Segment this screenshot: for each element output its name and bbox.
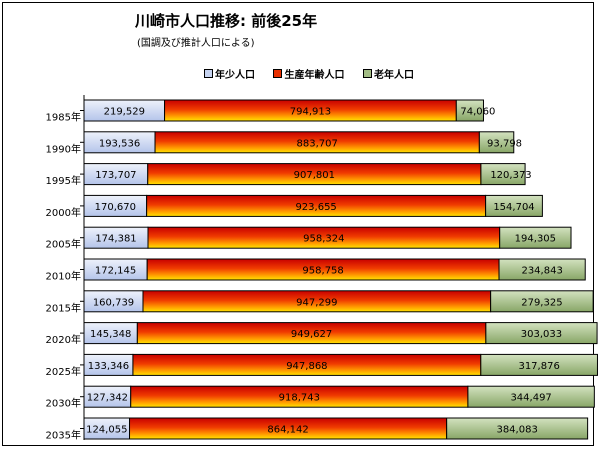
label-working-age: 864,142 <box>267 425 308 436</box>
label-elderly: 194,305 <box>515 234 556 245</box>
label-elderly: 384,083 <box>496 425 537 436</box>
label-elderly: 120,373 <box>490 170 531 181</box>
label-youth: 145,348 <box>90 329 131 340</box>
label-elderly: 303,033 <box>521 329 562 340</box>
y-tick-label: 2015年 <box>46 301 81 314</box>
label-youth: 160,739 <box>93 297 134 308</box>
y-tick-label: 1985年 <box>46 111 81 124</box>
label-elderly: 317,876 <box>518 361 559 372</box>
label-working-age: 949,627 <box>291 329 332 340</box>
bar-elderly <box>490 290 594 313</box>
legend-swatch-elderly <box>362 69 372 78</box>
bar-elderly <box>485 194 543 217</box>
y-tick-label: 2000年 <box>46 206 81 219</box>
legend-item-youth: 年少人口 <box>204 66 255 81</box>
bar-elderly <box>480 353 598 376</box>
label-elderly: 234,843 <box>521 266 562 277</box>
label-working-age: 883,707 <box>297 138 338 149</box>
label-youth: 219,529 <box>104 107 145 118</box>
label-elderly: 93,798 <box>487 138 522 149</box>
legend-label-elderly: 老年人口 <box>373 70 414 81</box>
chart-subtitle: (国調及び推計人口による) <box>137 38 255 49</box>
label-working-age: 947,299 <box>296 297 337 308</box>
bar-elderly <box>499 226 572 249</box>
y-tick-label: 2025年 <box>46 365 81 378</box>
label-youth: 172,145 <box>95 266 136 277</box>
label-working-age: 947,868 <box>286 361 327 372</box>
label-youth: 127,342 <box>87 393 128 404</box>
bar-elderly <box>455 99 484 122</box>
label-working-age: 794,913 <box>290 107 331 118</box>
label-youth: 133,346 <box>88 361 129 372</box>
legend-swatch-youth <box>204 69 213 78</box>
chart-title: 川崎市人口推移: 前後25年 <box>135 12 318 30</box>
legend-label-youth: 年少人口 <box>215 70 255 81</box>
y-tick-label: 2030年 <box>46 397 81 410</box>
bar-elderly <box>485 322 598 345</box>
label-elderly: 154,704 <box>493 202 534 213</box>
label-elderly: 74,060 <box>460 107 495 118</box>
legend-swatch-working-age <box>273 69 283 78</box>
y-tick-label: 2035年 <box>46 429 81 442</box>
y-tick-label: 1995年 <box>46 174 81 187</box>
legend-label-working-age: 生産年齢人口 <box>284 70 345 81</box>
y-tick-label: 2010年 <box>46 270 81 283</box>
label-youth: 193,536 <box>99 138 140 149</box>
legend: 年少人口 生産年齢人口 老年人口 <box>204 66 429 81</box>
label-working-age: 923,655 <box>295 202 336 213</box>
legend-item-working-age: 生産年齢人口 <box>273 66 344 81</box>
legend-item-elderly: 老年人口 <box>362 66 414 81</box>
bar-elderly <box>446 417 589 440</box>
label-working-age: 958,758 <box>302 266 343 277</box>
label-working-age: 958,324 <box>303 234 344 245</box>
label-youth: 170,670 <box>95 202 136 213</box>
bar-elderly <box>478 131 515 154</box>
label-youth: 124,055 <box>86 425 127 436</box>
label-working-age: 918,743 <box>279 393 320 404</box>
y-tick-label: 2020年 <box>46 333 81 346</box>
y-tick-label: 2005年 <box>46 238 81 251</box>
y-tick-label: 1990年 <box>46 142 81 155</box>
label-elderly: 344,497 <box>510 393 551 404</box>
bar-elderly <box>498 258 586 281</box>
bar-elderly <box>480 163 526 186</box>
bar-elderly <box>467 385 595 408</box>
label-youth: 173,707 <box>95 170 136 181</box>
label-youth: 174,381 <box>95 234 136 245</box>
label-elderly: 279,325 <box>521 297 562 308</box>
label-working-age: 907,801 <box>294 170 335 181</box>
